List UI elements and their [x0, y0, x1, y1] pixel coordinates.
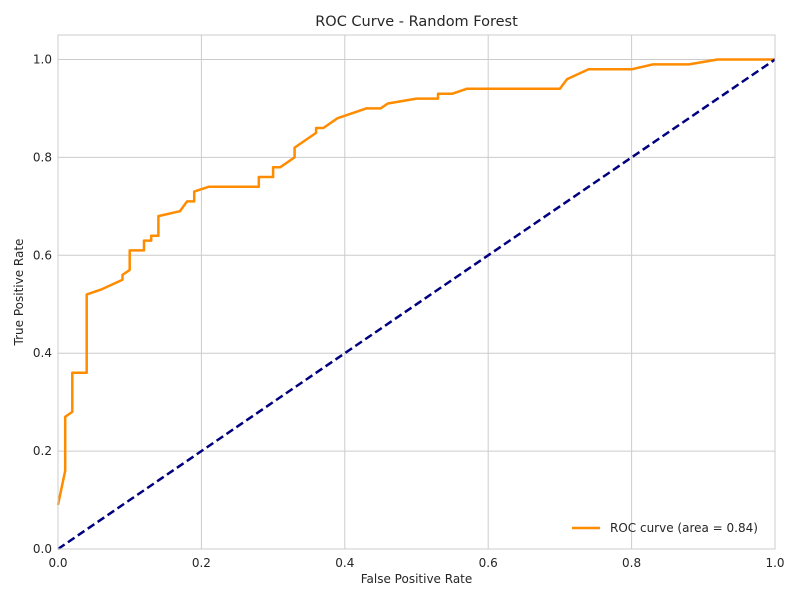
x-tick-label: 1.0: [765, 556, 784, 570]
y-axis-label: True Positive Rate: [12, 239, 26, 347]
x-tick-label: 0.6: [479, 556, 498, 570]
plot-frame: [57, 34, 776, 550]
x-tick-label: 0.0: [48, 556, 67, 570]
x-tick-label: 0.8: [622, 556, 641, 570]
x-tick-label: 0.4: [335, 556, 354, 570]
y-tick-label: 0.8: [33, 150, 52, 164]
legend: ROC curve (area = 0.84): [572, 521, 758, 535]
diagonal-reference-line: [57, 58, 776, 551]
y-tick-label: 0.4: [33, 346, 52, 360]
y-tick-label: 1.0: [33, 52, 52, 66]
legend-label: ROC curve (area = 0.84): [610, 521, 758, 535]
x-axis-label: False Positive Rate: [361, 572, 473, 586]
ticks: 0.0 0.2 0.4 0.6 0.8 1.0 0.0 0.2 0.4 0.6 0.8 1.0: [33, 52, 785, 570]
x-tick-label: 0.2: [192, 556, 211, 570]
y-tick-label: 0.0: [33, 542, 52, 556]
y-tick-label: 0.6: [33, 248, 52, 262]
y-tick-label: 0.2: [33, 444, 52, 458]
roc-curve-line: [56, 58, 775, 506]
chart-title: ROC Curve - Random Forest: [315, 14, 518, 30]
series-layer: [56, 58, 776, 551]
